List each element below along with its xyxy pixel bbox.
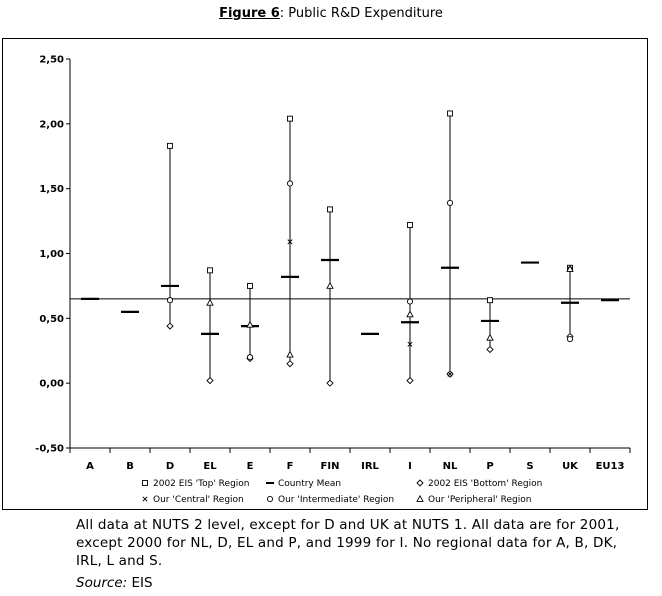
chart-frame <box>2 38 648 510</box>
data-point <box>326 379 334 387</box>
data-point <box>247 282 253 289</box>
y-tick-label: 1,00 <box>39 249 64 260</box>
data-point <box>166 322 174 330</box>
data-point <box>286 360 294 368</box>
data-point <box>446 199 454 206</box>
legend-label: Country Mean <box>278 479 341 489</box>
x-tick-label: EU13 <box>596 461 625 472</box>
data-point <box>566 264 574 272</box>
x-tick-label: UK <box>562 461 579 472</box>
legend-marker <box>142 496 148 502</box>
data-point <box>286 350 294 358</box>
data-point <box>406 298 414 305</box>
source-line: Source: EIS <box>76 575 153 591</box>
data-point <box>207 267 213 274</box>
x-tick-label: FIN <box>321 461 340 472</box>
data-point <box>486 345 494 354</box>
x-tick-label: F <box>287 461 294 472</box>
figure-title-text: : Public R&D Expenditure <box>279 6 443 21</box>
data-point <box>326 281 334 289</box>
x-tick-label: IRL <box>361 461 379 472</box>
legend-marker <box>266 495 274 503</box>
x-tick-label: P <box>486 461 493 472</box>
chart-note: All data at NUTS 2 level, except for D a… <box>76 517 620 569</box>
legend-label: Our 'Peripheral' Region <box>428 495 531 505</box>
legend-marker <box>416 494 424 502</box>
x-tick-label: I <box>408 461 412 472</box>
x-tick-label: E <box>247 461 254 472</box>
data-point <box>286 180 294 187</box>
data-point <box>287 239 293 245</box>
data-point <box>487 297 493 304</box>
x-tick-label: EL <box>203 461 217 472</box>
data-point <box>406 376 414 385</box>
data-point <box>167 142 173 149</box>
figure-title: Figure 6: Public R&D Expenditure <box>0 6 662 21</box>
data-point <box>486 333 494 341</box>
data-point <box>447 110 453 117</box>
data-point <box>206 376 214 385</box>
x-tick-label: D <box>166 461 174 472</box>
legend-label: 2002 EIS 'Bottom' Region <box>428 479 542 489</box>
data-point <box>407 222 413 228</box>
y-tick-label: 1,50 <box>39 184 64 195</box>
data-point <box>166 297 174 304</box>
x-tick-label: S <box>526 461 533 472</box>
x-tick-label: A <box>86 461 94 472</box>
y-tick-label: 0,50 <box>39 314 64 325</box>
legend-marker <box>142 480 148 486</box>
legend-marker <box>416 479 424 487</box>
source-label: Source: <box>76 575 128 591</box>
data-point <box>327 206 333 213</box>
data-point <box>287 115 293 122</box>
x-tick-label: B <box>126 461 134 472</box>
legend-label: Our 'Intermediate' Region <box>278 495 394 505</box>
legend-label: Our 'Central' Region <box>153 495 244 505</box>
data-point <box>206 298 214 306</box>
data-point <box>566 336 574 343</box>
data-point <box>447 371 453 377</box>
data-point <box>406 310 414 318</box>
source-value: EIS <box>127 575 153 591</box>
figure-label: Figure 6 <box>219 6 280 21</box>
data-point <box>246 320 254 328</box>
y-tick-label: -0,50 <box>35 444 64 455</box>
data-point <box>407 341 413 347</box>
x-tick-label: NL <box>443 461 458 472</box>
y-tick-label: 2,50 <box>39 55 64 66</box>
legend-label: 2002 EIS 'Top' Region <box>153 479 250 489</box>
data-point <box>246 354 254 361</box>
y-tick-label: 2,00 <box>39 119 64 130</box>
y-tick-label: 0,00 <box>39 379 64 390</box>
